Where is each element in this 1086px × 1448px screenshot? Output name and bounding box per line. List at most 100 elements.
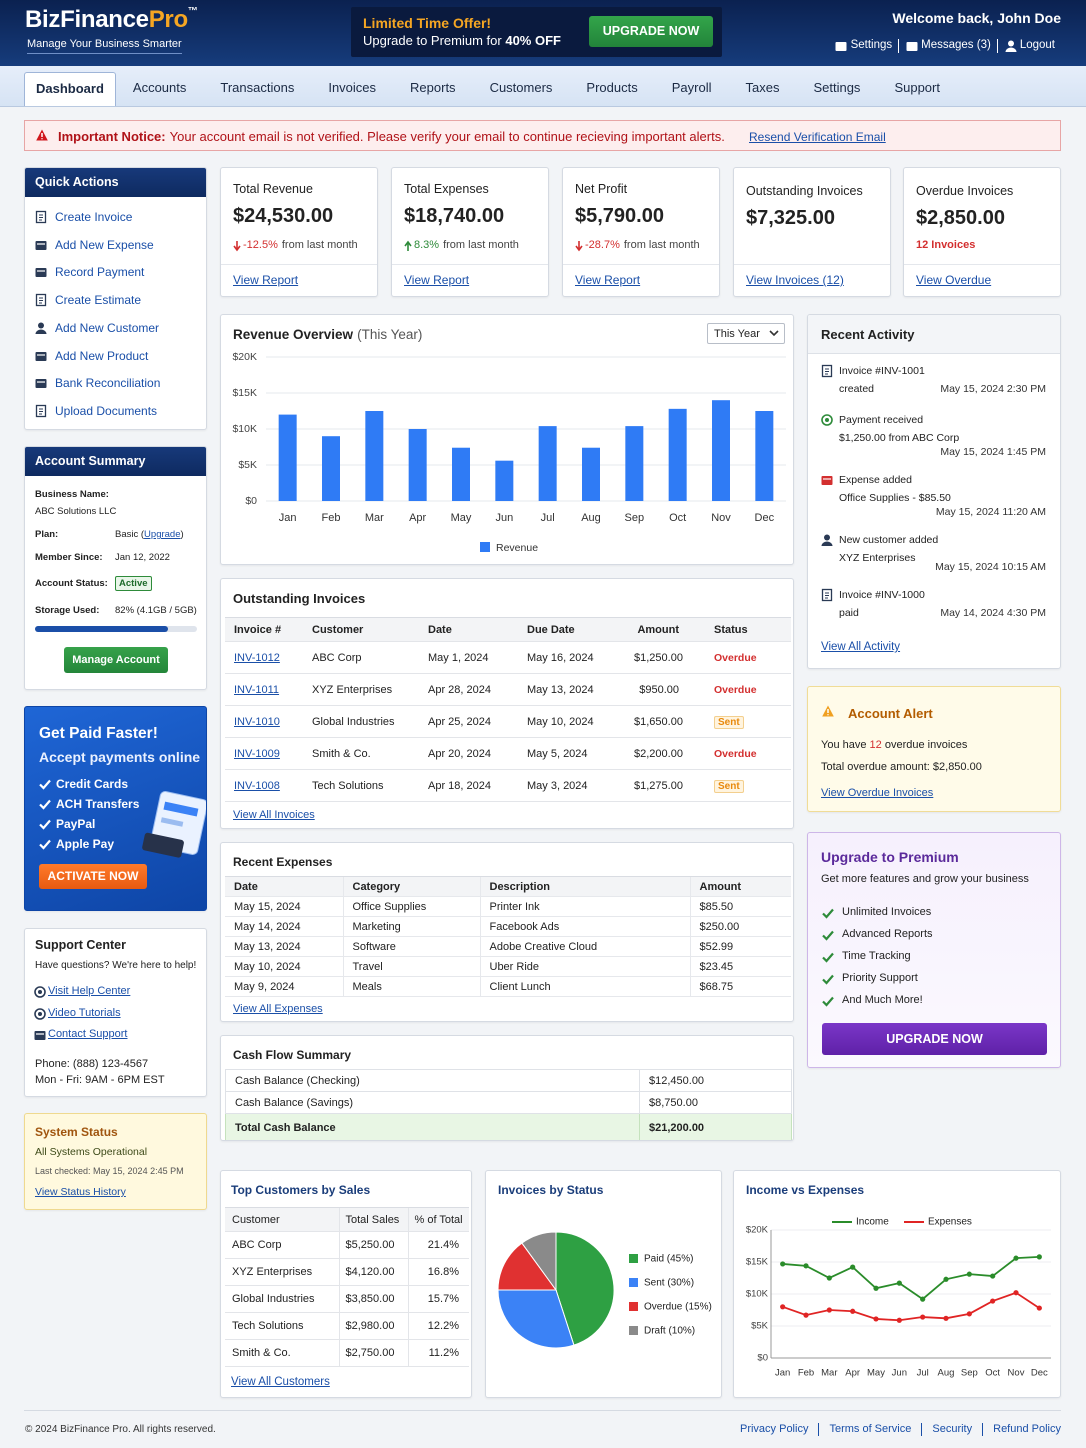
quick-action[interactable]: Add New Product: [55, 348, 149, 363]
table-cell[interactable]: INV-1012: [225, 641, 303, 674]
trend-arrow: [575, 240, 583, 251]
kpi-link[interactable]: View Report: [575, 273, 641, 287]
nav-tab[interactable]: Customers: [489, 80, 553, 95]
arrow: [233, 240, 241, 251]
recent-expenses: Recent Expenses Date Category Description Am…: [220, 842, 794, 1022]
table-cell: 16.8%: [407, 1258, 469, 1286]
upgrade-button[interactable]: UPGRADE NOW: [589, 16, 713, 47]
table-cell: Client Lunch: [479, 976, 690, 997]
nav-tab[interactable]: Taxes: [745, 80, 780, 95]
x-tick-label: May: [451, 512, 472, 524]
data-point: [896, 1317, 902, 1323]
table-link[interactable]: View All Customers: [231, 1376, 330, 1388]
nav-tab[interactable]: Payroll: [671, 80, 712, 95]
table-link[interactable]: View All Expenses: [233, 1003, 323, 1015]
user-link[interactable]: Settings: [833, 39, 899, 53]
quick-action[interactable]: Create Invoice: [55, 210, 133, 224]
nav-tab[interactable]: Products: [586, 80, 638, 95]
pie-slice: [555, 1231, 615, 1346]
upgrade-feature: Unlimited Invoices: [842, 906, 932, 918]
alert-text: You have 12 overdue invoices: [821, 739, 967, 752]
table-cell: $1,275.00: [625, 769, 705, 802]
status-cell: Overdue: [705, 737, 791, 770]
nav-tab[interactable]: Dashboard: [24, 72, 116, 106]
field-link[interactable]: Upgrade: [144, 529, 181, 540]
recent-activity: Recent Activity Invoice #INV-1001 created M…: [807, 314, 1061, 669]
nav-tab[interactable]: Accounts: [132, 80, 187, 95]
support-link[interactable]: Video Tutorials: [48, 1006, 121, 1019]
table-row: May 15, 2024 Office Supplies Printer Ink $8…: [225, 896, 791, 917]
table-link[interactable]: View All Invoices: [233, 809, 315, 821]
period-select[interactable]: This Year: [707, 323, 785, 344]
quick-action[interactable]: Upload Documents: [55, 403, 158, 418]
table-row: XYZ Enterprises $4,120.00 16.8%: [225, 1258, 469, 1286]
card-art: [160, 817, 184, 827]
upgrade-button[interactable]: UPGRADE NOW: [822, 1023, 1047, 1055]
column-header: % of Total: [407, 1207, 469, 1232]
table-cell[interactable]: INV-1009: [225, 737, 303, 770]
icon-shape: [34, 1007, 46, 1020]
field-label: Plan:: [35, 529, 59, 540]
cash-table: Cash Balance (Checking) $12,450.00 Cash Ba…: [225, 1069, 792, 1140]
card-header: Quick Actions: [25, 168, 206, 197]
status-link[interactable]: View Status History: [35, 1186, 126, 1198]
x-tick-label: Sep: [961, 1368, 978, 1379]
card-title: Income vs Expenses: [746, 1183, 865, 1197]
alert-link[interactable]: View Overdue Invoices: [821, 787, 934, 799]
divider: [392, 264, 548, 265]
kpi-card: Total Expenses $18,740.00 8.3% from last mo…: [391, 167, 549, 297]
footer-link[interactable]: Security: [921, 1423, 982, 1437]
customer-table: Customer Total Sales% of Total ABC Corp $5,…: [225, 1207, 469, 1367]
footer-link[interactable]: Privacy Policy: [739, 1423, 809, 1435]
x-tick-label: Oct: [985, 1368, 1000, 1379]
table-cell: XYZ Enterprises: [225, 1258, 339, 1286]
support-link[interactable]: Contact Support: [48, 1028, 128, 1040]
icon-shape: [821, 541, 833, 546]
nav-tab[interactable]: Transactions: [220, 80, 295, 95]
activate-button[interactable]: ACTIVATE NOW: [39, 864, 147, 889]
icon-shape: [822, 974, 834, 985]
quick-action[interactable]: Add New Expense: [55, 237, 154, 252]
nav-tab[interactable]: Support: [894, 80, 940, 95]
kpi-link[interactable]: View Report: [233, 273, 299, 287]
footer-link[interactable]: Refund Policy: [982, 1423, 1061, 1437]
quick-action[interactable]: Bank Reconciliation: [55, 376, 161, 391]
brand: BizFinancePro™: [25, 6, 198, 35]
user-link-text: Messages (3): [921, 39, 991, 51]
data-point: [850, 1308, 856, 1314]
icon: [35, 379, 47, 389]
legend-swatch: [480, 542, 490, 552]
kpi-link[interactable]: View Invoices (12): [746, 273, 844, 287]
quick-action[interactable]: Record Payment: [55, 265, 145, 280]
header-row: Date Category Description Amount: [225, 876, 791, 897]
table-cell: Tech Solutions: [225, 1312, 339, 1340]
table-cell: Cash Balance (Savings): [225, 1091, 640, 1114]
user-link[interactable]: Messages (3): [898, 39, 997, 53]
table-cell: Tech Solutions: [303, 769, 419, 802]
field-value: Jan 12, 2022: [115, 552, 170, 563]
notice-link[interactable]: Resend Verification Email: [749, 130, 886, 144]
quick-action[interactable]: Create Estimate: [55, 293, 142, 308]
support-link[interactable]: Visit Help Center: [48, 985, 131, 997]
activity-title: Invoice #INV-1001: [839, 365, 925, 377]
table-cell: Marketing: [342, 916, 480, 937]
legend-label: Overdue (15%): [644, 1302, 712, 1313]
table-cell[interactable]: INV-1011: [225, 673, 303, 706]
table-cell[interactable]: INV-1010: [225, 705, 303, 738]
icon: [835, 42, 847, 51]
nav-tab[interactable]: Invoices: [328, 80, 377, 95]
activity-link[interactable]: View All Activity: [821, 641, 901, 653]
footer-link[interactable]: Terms of Service: [818, 1423, 921, 1437]
icon: [35, 293, 47, 307]
kpi-link[interactable]: View Report: [404, 273, 470, 287]
data-point: [850, 1264, 856, 1270]
quick-action[interactable]: Add New Customer: [55, 320, 160, 335]
manage-account-button[interactable]: Manage Account: [64, 647, 168, 673]
table-cell: $250.00: [689, 916, 791, 937]
nav-tab[interactable]: Reports: [410, 80, 456, 95]
table-cell[interactable]: INV-1008: [225, 769, 303, 802]
nav-tab[interactable]: Settings: [813, 80, 861, 95]
header-row: Customer Total Sales% of Total: [225, 1207, 469, 1232]
user-link[interactable]: Logout: [996, 39, 1061, 53]
kpi-link[interactable]: View Overdue: [916, 273, 992, 287]
